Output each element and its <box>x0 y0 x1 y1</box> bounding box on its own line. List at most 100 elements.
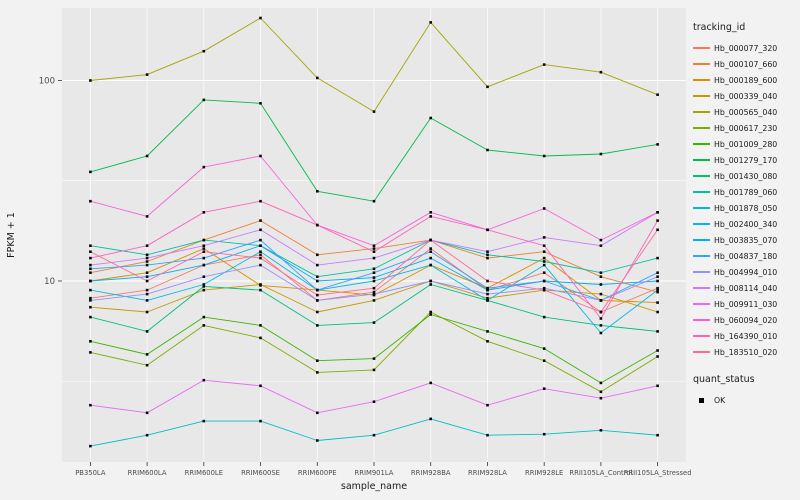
data-point <box>656 286 659 290</box>
data-point <box>656 271 659 274</box>
legend-line-swatch <box>693 351 710 353</box>
data-point <box>599 310 603 314</box>
data-point <box>542 432 546 436</box>
data-point <box>259 288 262 292</box>
data-point <box>89 340 92 343</box>
legend-line-swatch <box>693 143 710 145</box>
legend-item: Hb_001009_280 <box>693 136 799 152</box>
legend-line-key-icon <box>693 74 710 86</box>
legend-line-swatch <box>693 191 710 193</box>
data-point <box>202 378 206 382</box>
legend-item: Hb_009911_030 <box>693 296 799 312</box>
data-point <box>429 247 432 250</box>
legend-item: Hb_001279_170 <box>693 152 799 168</box>
legend-line-swatch <box>693 127 710 129</box>
legend-color-items: Hb_000077_320 Hb_000107_660 Hb_000189_600 H… <box>693 40 799 360</box>
data-point <box>89 250 92 253</box>
legend-line-key-icon <box>693 170 710 182</box>
data-point <box>145 260 149 263</box>
data-point <box>599 396 603 400</box>
data-point <box>145 263 149 267</box>
data-point <box>599 244 603 247</box>
data-point <box>599 390 603 394</box>
legend-line-swatch <box>693 239 710 241</box>
data-point <box>656 384 659 388</box>
data-point <box>145 256 149 260</box>
data-point <box>429 211 432 214</box>
data-point <box>89 267 92 271</box>
x-tick-label: RRIM928LE <box>525 469 563 477</box>
data-point <box>429 263 432 267</box>
data-point <box>486 228 489 232</box>
data-point <box>429 279 432 283</box>
data-point <box>202 256 206 260</box>
data-point <box>259 228 262 232</box>
data-point <box>542 286 546 290</box>
data-point <box>599 238 603 242</box>
square-point-icon <box>699 397 704 403</box>
data-point <box>259 256 262 260</box>
legend-line-swatch <box>693 63 710 65</box>
data-point <box>316 310 319 314</box>
data-point <box>542 279 546 283</box>
legend-item-label: Hb_009911_030 <box>714 299 778 309</box>
data-point <box>316 275 319 278</box>
legend-line-swatch <box>693 79 710 81</box>
data-point <box>89 170 92 174</box>
data-point <box>145 275 149 278</box>
data-point <box>259 336 262 340</box>
legend-line-swatch <box>693 223 710 225</box>
data-point <box>259 102 262 105</box>
data-point <box>599 275 603 278</box>
data-point <box>372 368 376 372</box>
legend-line-swatch <box>693 255 710 257</box>
data-point <box>429 381 432 385</box>
data-point <box>145 154 149 158</box>
legend-line-swatch <box>693 175 710 177</box>
data-point <box>656 143 659 146</box>
legend-item: Hb_001430_080 <box>693 168 799 184</box>
data-point <box>259 253 262 257</box>
data-point <box>542 359 546 362</box>
data-point <box>202 419 206 423</box>
data-point <box>316 411 319 415</box>
legend-item: Hb_001878_050 <box>693 200 799 216</box>
data-point <box>316 76 319 80</box>
legend-item: Hb_000565_040 <box>693 104 799 120</box>
data-point <box>145 288 149 292</box>
data-point <box>372 250 376 253</box>
legend-item-label: OK <box>714 395 726 405</box>
legend-line-key-icon <box>693 282 710 294</box>
data-point <box>486 288 489 292</box>
data-point <box>145 310 149 314</box>
x-tick-label: RRIM600SE <box>241 469 280 477</box>
data-point <box>429 250 432 253</box>
data-point <box>316 279 319 283</box>
legend-item-label: Hb_183510_020 <box>714 347 778 357</box>
data-point <box>372 271 376 274</box>
data-point <box>599 317 603 320</box>
data-point <box>145 353 149 356</box>
x-tick-label: RRIM928LA <box>468 469 507 477</box>
data-point <box>656 279 659 283</box>
data-point <box>656 93 659 96</box>
legend-line-swatch <box>693 335 710 337</box>
data-point <box>202 247 206 250</box>
data-point <box>656 275 659 278</box>
legend-line-swatch <box>693 95 710 97</box>
legend-item: Hb_002400_340 <box>693 216 799 232</box>
legend-item-label: Hb_001789_060 <box>714 187 778 197</box>
data-point <box>202 211 206 214</box>
data-point <box>542 387 546 390</box>
data-point <box>656 256 659 260</box>
data-point <box>89 263 92 267</box>
data-point <box>202 263 206 267</box>
data-point <box>145 363 149 367</box>
data-point <box>145 299 149 302</box>
data-point <box>316 359 319 362</box>
legend-line-key-icon <box>693 330 710 342</box>
data-point <box>429 283 432 286</box>
data-point <box>429 116 432 120</box>
data-point <box>656 330 659 333</box>
legend-item-label: Hb_000565_040 <box>714 107 778 117</box>
